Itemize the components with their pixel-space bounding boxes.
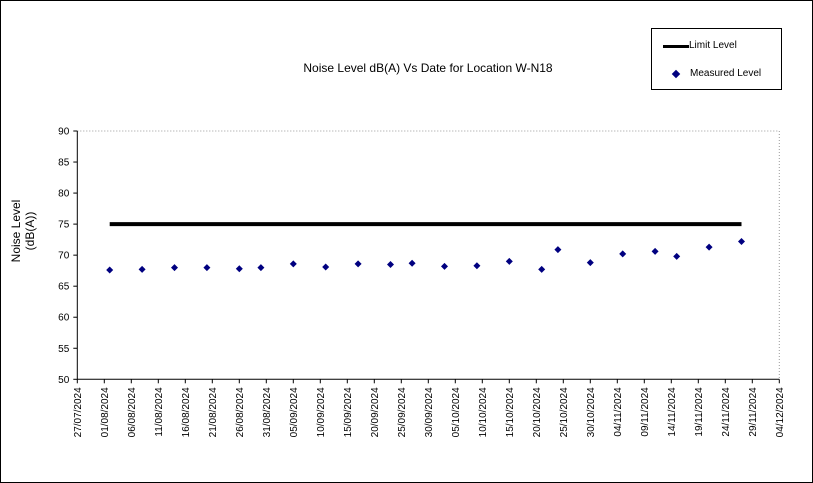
x-tick-label: 10/09/2024 — [316, 387, 327, 437]
legend-label-measured: Measured Level — [690, 68, 762, 79]
measured-point — [387, 260, 394, 268]
x-tick-label: 14/11/2024 — [667, 387, 678, 437]
measured-point — [289, 260, 297, 268]
y-tick-label: 55 — [58, 344, 70, 355]
plot-border-dotted — [77, 130, 780, 380]
x-tick-label: 06/08/2024 — [127, 387, 138, 437]
measured-point — [705, 243, 713, 251]
measured-point — [322, 263, 330, 271]
measured-point — [619, 250, 627, 258]
y-axis-title-line2: (dB(A)) — [23, 211, 37, 251]
x-tick-label: 15/10/2024 — [505, 387, 516, 437]
x-tick-label: 29/11/2024 — [748, 387, 759, 437]
measured-point — [106, 266, 114, 274]
y-tick-label: 70 — [58, 251, 70, 262]
x-tick-label: 05/10/2024 — [451, 387, 462, 437]
measured-point — [171, 264, 178, 272]
measured-point — [354, 260, 362, 268]
measured-point — [235, 265, 243, 273]
x-tick-label: 19/11/2024 — [694, 387, 705, 437]
measured-point — [651, 247, 659, 255]
x-tick-label: 16/08/2024 — [181, 387, 192, 437]
measured-point — [505, 257, 513, 265]
x-tick-label: 31/08/2024 — [262, 387, 273, 437]
measured-point — [138, 265, 146, 273]
measured-point — [473, 262, 481, 270]
x-tick-label: 20/09/2024 — [370, 387, 381, 437]
measured-point — [538, 265, 546, 273]
x-tick-label: 30/10/2024 — [586, 387, 597, 437]
measured-point — [586, 259, 594, 267]
measured-point — [441, 262, 448, 270]
measured-point — [408, 259, 416, 267]
x-tick-label: 04/12/2024 — [775, 387, 786, 437]
limit-level-line-icon — [663, 45, 689, 48]
x-tick-label: 11/08/2024 — [154, 387, 165, 437]
legend-label-limit: Limit Level — [689, 40, 737, 51]
y-axis-title: Noise Level (dB(A)) — [9, 200, 37, 263]
x-tick-label: 24/11/2024 — [721, 387, 732, 437]
legend: Limit Level Measured Level — [651, 28, 782, 90]
x-tick-label: 30/09/2024 — [424, 387, 435, 437]
x-tick-label: 21/08/2024 — [208, 387, 219, 437]
y-tick-label: 75 — [58, 220, 70, 231]
x-tick-label: 05/09/2024 — [289, 387, 300, 437]
x-tick-label: 26/08/2024 — [235, 387, 246, 437]
y-tick-label: 60 — [58, 313, 70, 324]
y-axis-title-line1: Noise Level — [9, 199, 23, 263]
x-tick-label: 04/11/2024 — [613, 387, 624, 437]
y-tick-label: 50 — [58, 375, 70, 386]
y-tick-label: 85 — [58, 158, 70, 169]
chart-title: Noise Level dB(A) Vs Date for Location W… — [303, 61, 553, 75]
measured-level-diamond-icon — [671, 69, 681, 79]
y-tick-label: 65 — [58, 282, 70, 293]
x-tick-label: 01/08/2024 — [100, 387, 111, 437]
y-tick-label: 80 — [58, 189, 70, 200]
measured-point — [738, 237, 745, 245]
x-tick-label: 10/10/2024 — [478, 387, 489, 437]
x-tick-label: 15/09/2024 — [343, 387, 354, 437]
x-tick-label: 25/10/2024 — [559, 387, 570, 437]
y-tick-label: 90 — [58, 127, 70, 138]
x-tick-label: 27/07/2024 — [73, 387, 84, 437]
measured-point — [257, 264, 265, 272]
x-tick-label: 20/10/2024 — [532, 387, 543, 437]
x-tick-label: 09/11/2024 — [640, 387, 651, 437]
measured-point — [203, 264, 211, 272]
measured-point — [673, 252, 681, 260]
measured-point — [554, 246, 562, 254]
x-tick-label: 25/09/2024 — [397, 387, 408, 437]
